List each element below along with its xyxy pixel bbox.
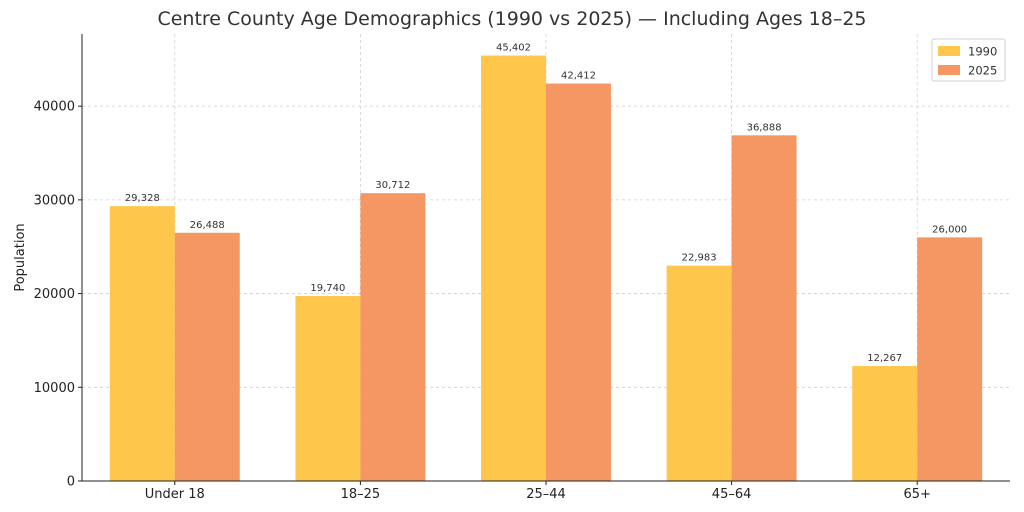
bar-2025-2	[546, 83, 611, 482]
chart-title: Centre County Age Demographics (1990 vs …	[157, 8, 867, 30]
x-tick-label: 45–64	[712, 487, 752, 502]
value-label: 26,000	[932, 224, 967, 235]
y-axis-title: Population	[13, 223, 28, 291]
x-tick-label: 18–25	[341, 487, 381, 502]
legend: 1990 2025	[931, 38, 1006, 82]
value-label: 29,328	[125, 193, 160, 204]
legend-swatch-2025	[938, 65, 960, 75]
y-tick-label: 10000	[34, 381, 75, 396]
bars	[109, 55, 983, 482]
axes: 0 10000 20000 30000 40000 Under 18 18–25 25–44 4…	[13, 34, 1010, 502]
value-label: 12,267	[867, 353, 902, 364]
bar-1990-4	[852, 366, 918, 481]
value-label: 30,712	[375, 180, 410, 191]
y-tick-label: 20000	[34, 287, 75, 302]
y-tick-label: 0	[67, 475, 75, 490]
legend-label-1990: 1990	[968, 45, 997, 59]
x-tick-label: Under 18	[145, 487, 205, 502]
x-tick-label: 65+	[903, 487, 930, 502]
value-label: 22,983	[682, 253, 717, 264]
value-label: 42,412	[561, 71, 596, 82]
bar-1990-3	[666, 265, 732, 481]
bar-1990-2	[481, 55, 546, 481]
value-labels: 29,328 19,740 45,402 22,983 12,267 26,488 30,7…	[125, 43, 967, 365]
value-label: 45,402	[496, 43, 531, 54]
legend-label-2025: 2025	[968, 64, 997, 78]
bar-2025-4	[917, 237, 983, 481]
value-label: 26,488	[190, 220, 225, 231]
bar-2025-0	[174, 232, 240, 481]
bar-1990-0	[109, 206, 175, 481]
value-label: 36,888	[747, 122, 782, 133]
bar-2025-3	[731, 135, 797, 481]
bar-1990-1	[295, 296, 361, 481]
y-tick-label: 40000	[34, 100, 75, 115]
y-tick-label: 30000	[34, 193, 75, 208]
legend-swatch-1990	[938, 46, 960, 56]
value-label: 19,740	[310, 283, 345, 294]
bar-2025-1	[360, 193, 426, 481]
x-tick-label: 25–44	[526, 487, 566, 502]
